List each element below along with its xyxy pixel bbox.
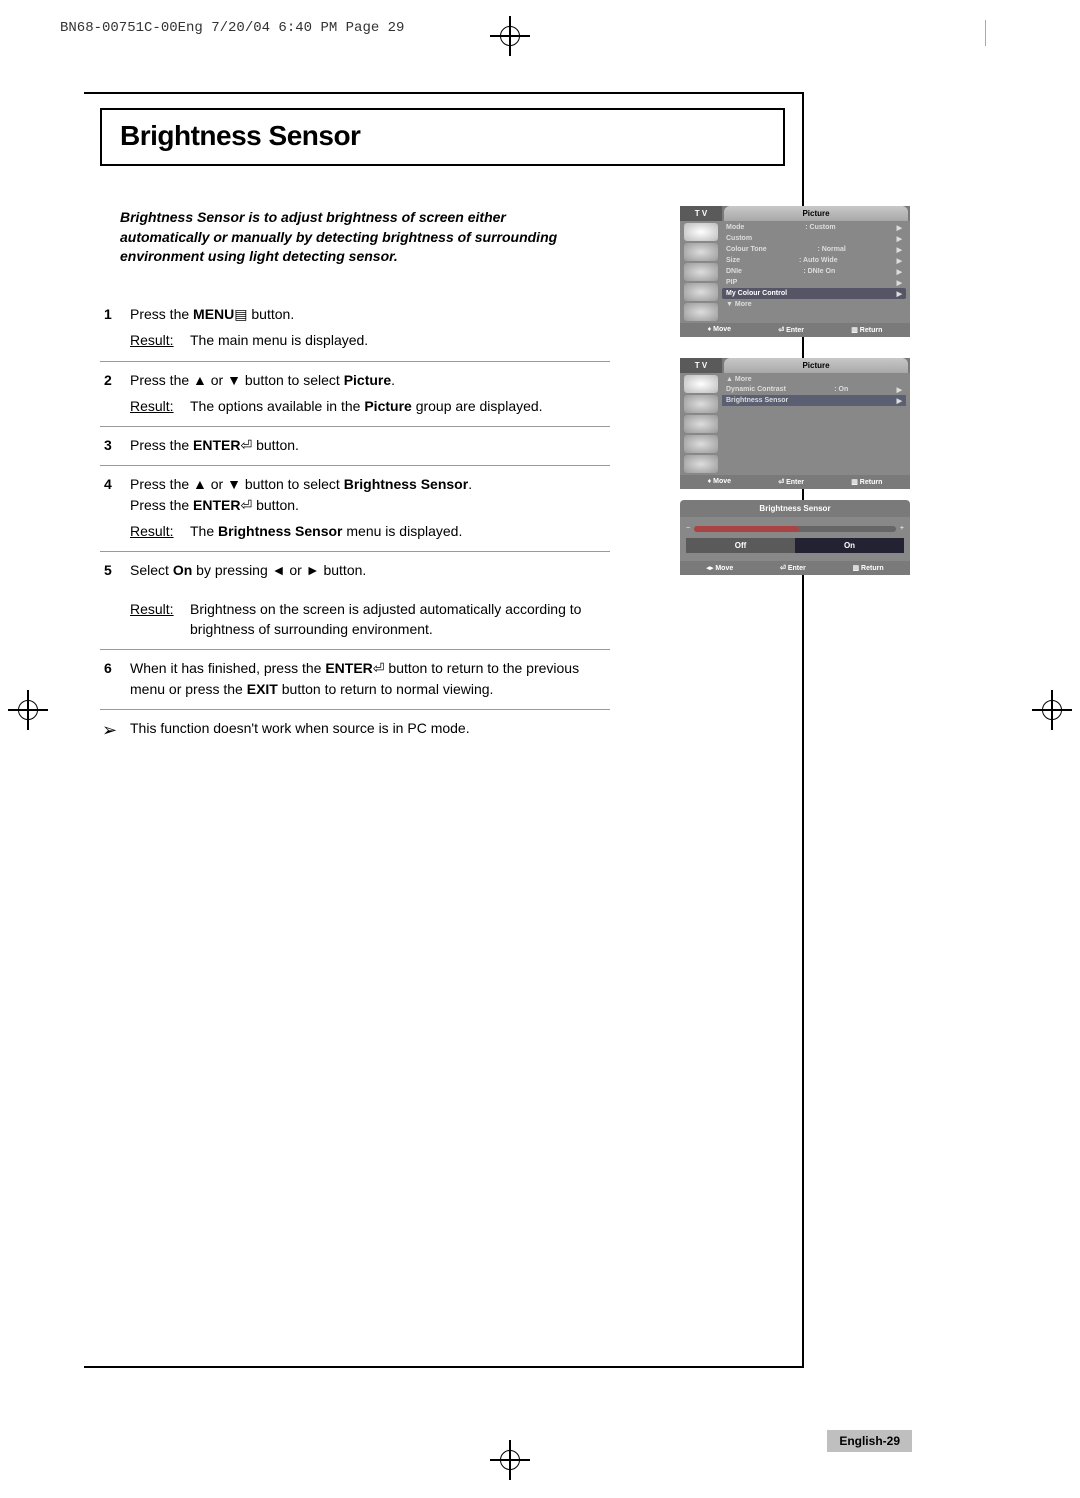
- osd-icon: [684, 395, 718, 413]
- crop-mark-right: [1032, 690, 1072, 730]
- osd-picture-menu-2: T V Picture ▲ More Dynamic Contrast: On▶…: [680, 358, 910, 489]
- step-4: 4 Press the ▲ or ▼ button to select Brig…: [100, 466, 610, 552]
- note-text: This function doesn't work when source i…: [130, 720, 470, 741]
- osd-icon: [684, 223, 718, 241]
- print-header: BN68-00751C-00Eng 7/20/04 6:40 PM Page 2…: [60, 20, 404, 36]
- slider-track: [694, 526, 896, 532]
- osd-icon: [684, 263, 718, 281]
- osd-brightness-sensor: Brightness Sensor − + Off On ◂▸ Move ⏎ E…: [680, 500, 910, 575]
- osd-icon: [684, 283, 718, 301]
- osd-picture-menu-1: T V Picture Mode: Custom▶ Custom▶ Colour…: [680, 206, 910, 337]
- page-title: Brightness Sensor: [120, 120, 765, 152]
- step-6: 6 When it has finished, press the ENTER⏎…: [100, 650, 610, 710]
- crop-mark-top: [490, 16, 530, 56]
- step-1: 1 Press the MENU▤ button. Result: The ma…: [100, 296, 610, 362]
- step-2: 2 Press the ▲ or ▼ button to select Pict…: [100, 362, 610, 428]
- note-icon: ➢: [100, 720, 130, 741]
- crop-mark-bottom: [490, 1440, 530, 1480]
- note: ➢ This function doesn't work when source…: [100, 710, 610, 751]
- osd-icon: [684, 243, 718, 261]
- osd-icon: [684, 303, 718, 321]
- osd-icon: [684, 455, 718, 473]
- osd-icon: [684, 435, 718, 453]
- step-3: 3 Press the ENTER⏎ button.: [100, 427, 610, 466]
- steps-list: 1 Press the MENU▤ button. Result: The ma…: [100, 296, 610, 751]
- osd-icon: [684, 375, 718, 393]
- step-5: 5 Select On by pressing ◄ or ► button. R…: [100, 552, 610, 650]
- crop-mark-left: [8, 690, 48, 730]
- title-box: Brightness Sensor: [100, 108, 785, 166]
- header-divider: [985, 20, 986, 46]
- page-number: English-29: [827, 1430, 912, 1452]
- osd-icon: [684, 415, 718, 433]
- intro-text: Brightness Sensor is to adjust brightnes…: [120, 208, 580, 267]
